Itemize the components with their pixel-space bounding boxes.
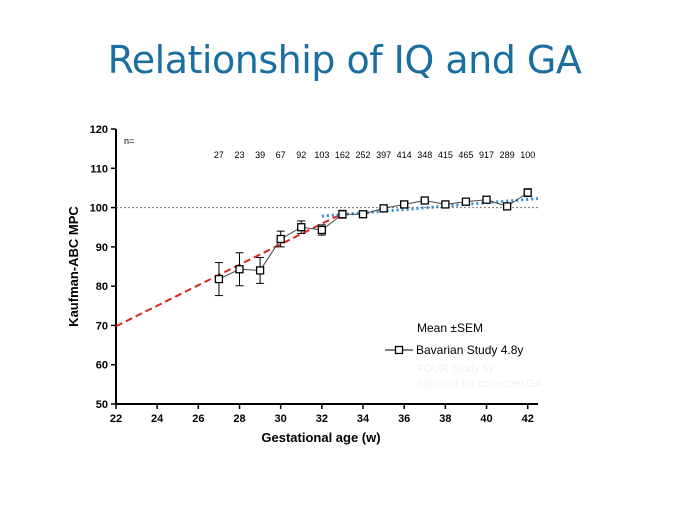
n-equals-label: n= [124,136,134,146]
legend-faint-line-2: adjusted for corrected GA [417,378,543,390]
data-point-marker [235,265,244,274]
x-tick-label: 38 [439,413,451,425]
trend-lines [115,197,539,328]
data-point-marker [461,197,471,206]
sample-size-value: 415 [438,150,453,160]
x-tick-label: 42 [522,413,534,425]
sample-size-value: 397 [376,150,391,160]
data-point-marker [317,225,327,235]
series-line [218,192,528,280]
data-point-marker [420,196,429,205]
sample-size-value: 103 [314,150,329,160]
legend-entry-bavarian: Bavarian Study 4.8y [416,343,523,357]
sample-size-value: 917 [479,150,494,160]
sample-size-value: 92 [296,150,306,160]
sample-size-value: 27 [214,150,224,160]
x-tick-label: 34 [357,413,370,425]
y-tick-label: 120 [90,124,108,136]
data-point-marker [523,188,532,197]
sample-size-value: 23 [235,150,245,160]
data-point-marker [276,234,285,244]
data-point-marker [482,195,491,204]
y-tick-label: 80 [96,281,108,293]
y-tick-label: 100 [90,203,108,215]
x-tick-label: 32 [316,413,328,425]
y-tick-label: 50 [96,399,108,411]
x-tick-label: 40 [480,413,492,425]
data-point-marker [255,266,265,275]
x-tick-label: 26 [192,413,204,425]
x-tick-label: 22 [110,413,122,425]
y-tick-label: 110 [90,163,108,175]
x-tick-label: 36 [398,413,410,425]
slide-title: Relationship of IQ and GA [107,38,582,82]
data-point-marker [441,200,450,209]
data-point-marker [358,210,368,219]
x-tick-label: 28 [233,413,245,425]
x-axis-title: Gestational age (w) [261,430,380,445]
y-axis-title: Kaufman-ABC MPC [66,206,81,327]
sample-size-value: 252 [356,150,371,160]
sample-size-value: 465 [458,150,473,160]
sample-size-value: 67 [276,150,286,160]
axes: 50 60 70 80 90 100 110 120 22 24 26 28 30 32 34 36 38 40 4… [66,124,538,445]
red-dashed-trend-line [115,212,343,328]
sample-size-value: 348 [417,150,432,160]
legend-marker [394,345,404,355]
legend: Mean ±SEM Bavarian Study 4.8y FOUR Study 5… [385,321,543,390]
data-point-marker [214,274,224,284]
sample-size-labels: n= 27 23 39 67 92 103 162 252 397 414 348 415 465 917 2… [124,136,535,160]
sample-size-value: 162 [335,150,350,160]
data-series [214,188,532,297]
legend-header: Mean ±SEM [417,321,483,335]
data-point-marker [338,210,347,219]
x-tick-label: 30 [275,413,287,425]
y-tick-label: 90 [96,242,108,254]
sample-size-value: 414 [397,150,412,160]
blue-dotted-trend-line [321,197,539,218]
x-tick-label: 24 [151,413,164,425]
sample-size-value: 100 [520,150,535,160]
y-tick-label: 70 [96,320,108,332]
y-tick-label: 60 [96,360,108,372]
sample-size-value: 289 [500,150,515,160]
data-point-marker [297,223,306,232]
data-point-marker [379,204,388,213]
data-point-marker [502,202,512,211]
legend-faint-line-1: FOUR Study 5y [417,363,495,375]
sample-size-value: 39 [255,150,265,160]
data-point-marker [400,200,409,209]
